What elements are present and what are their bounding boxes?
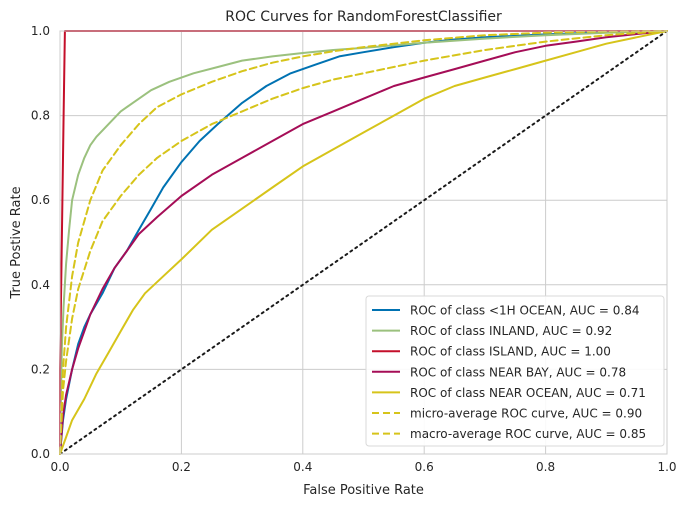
x-tick-label: 0.6: [415, 460, 434, 474]
legend-box: [365, 295, 665, 447]
legend: ROC of class <1H OCEAN, AUC = 0.84 ROC of…: [365, 295, 665, 447]
series-line-7: [59, 30, 668, 455]
series-line-4: [59, 30, 668, 455]
grid: [59, 30, 668, 455]
x-tick-label: 1.0: [657, 460, 676, 474]
legend-label: micro-average ROC curve, AUC = 0.90: [410, 407, 642, 421]
y-tick-label: 0.4: [31, 278, 50, 292]
y-tick-label: 0.6: [31, 193, 50, 207]
x-tick-labels: 0.0 0.2 0.4 0.6 0.8 1.0: [50, 460, 676, 474]
x-tick-label: 0.8: [536, 460, 555, 474]
plot-frame: [59, 30, 668, 455]
legend-label: ROC of class ISLAND, AUC = 1.00: [410, 345, 611, 359]
y-axis-label: True Postive Rate: [9, 186, 24, 299]
y-tick-label: 0.0: [31, 447, 50, 461]
legend-label: ROC of class NEAR OCEAN, AUC = 0.71: [410, 386, 646, 400]
y-tick-label: 0.8: [31, 109, 50, 123]
plot-lines: [59, 30, 668, 455]
series-line-5: [59, 30, 668, 455]
y-tick-labels: 0.0 0.2 0.4 0.6 0.8 1.0: [31, 24, 50, 461]
x-tick-label: 0.0: [50, 460, 69, 474]
y-tick-label: 0.2: [31, 362, 50, 376]
legend-label: ROC of class <1H OCEAN, AUC = 0.84: [410, 304, 639, 318]
legend-label: ROC of class INLAND, AUC = 0.92: [410, 324, 612, 338]
x-axis-label: False Positive Rate: [303, 483, 424, 498]
x-tick-label: 0.2: [172, 460, 191, 474]
x-tick-label: 0.4: [293, 460, 312, 474]
y-tick-label: 1.0: [31, 24, 50, 38]
legend-label: macro-average ROC curve, AUC = 0.85: [410, 427, 646, 441]
legend-label: ROC of class NEAR BAY, AUC = 0.78: [410, 365, 626, 379]
series-line-2: [59, 30, 668, 455]
chart-title: ROC Curves for RandomForestClassifier: [225, 9, 502, 25]
